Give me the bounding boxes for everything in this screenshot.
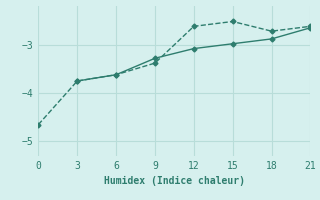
X-axis label: Humidex (Indice chaleur): Humidex (Indice chaleur) bbox=[104, 176, 245, 186]
